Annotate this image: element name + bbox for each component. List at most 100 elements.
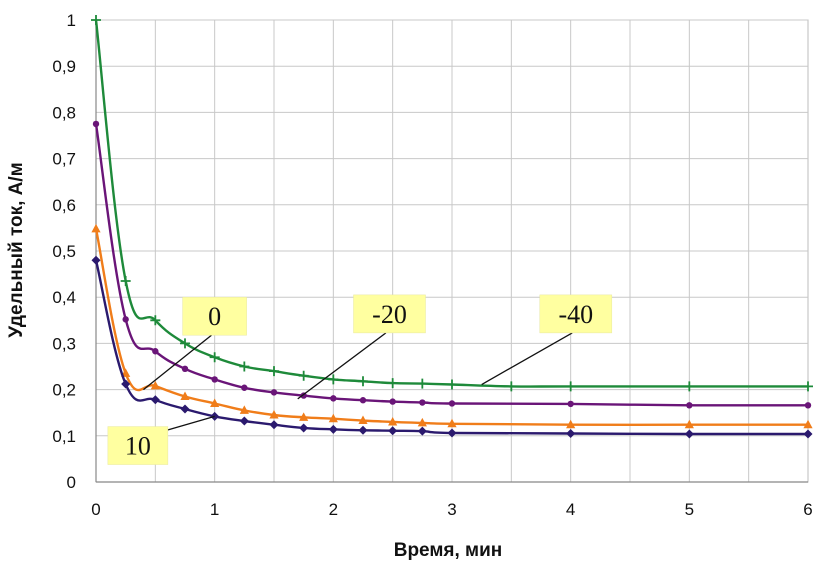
data-point (419, 399, 426, 406)
label-text: -20 (372, 300, 407, 329)
y-tick-label: 0,7 (52, 150, 76, 169)
series-label-10: 10 (107, 415, 215, 465)
tick-labels: 0 1 2 3 4 5 6 0 0,1 0,2 0,3 0,4 0,5 0,6 0,7 0,8 0,9 1 (52, 11, 812, 519)
label-text: 10 (125, 432, 151, 461)
data-point (91, 223, 101, 233)
y-tick-label: 0,8 (52, 103, 76, 122)
data-point (239, 416, 249, 426)
series-labels: 0 -20 -40 10 (107, 294, 613, 465)
x-tick-label: 4 (566, 500, 575, 519)
y-tick-label: 0,4 (52, 288, 76, 307)
y-tick-label: 0,2 (52, 381, 76, 400)
data-point (359, 397, 367, 404)
data-point (803, 419, 813, 429)
label-box (539, 294, 613, 334)
data-point (417, 426, 427, 436)
data-point (211, 376, 218, 383)
y-tick-label: 0,9 (52, 57, 76, 76)
x-tick-label: 2 (329, 500, 338, 519)
label-leader-line (143, 334, 212, 391)
data-point (566, 428, 576, 438)
data-point (684, 419, 694, 429)
data-point (239, 361, 250, 372)
label-box (353, 294, 426, 334)
series-0 (91, 223, 813, 429)
data-point (328, 424, 338, 434)
data-point (803, 381, 813, 392)
data-point (91, 15, 101, 25)
data-point (447, 428, 457, 438)
label-leader-line (481, 332, 573, 386)
series--20 (92, 120, 812, 409)
data-point (387, 378, 398, 389)
data-point (122, 316, 129, 323)
data-point (388, 416, 398, 426)
data-point (181, 365, 189, 373)
data-point (150, 395, 160, 405)
y-axis-title: Удельный ток, А/м (6, 162, 27, 337)
data-point (152, 348, 159, 355)
x-tick-label: 0 (91, 500, 100, 519)
series-label--20: -20 (297, 294, 426, 400)
data-point (684, 381, 695, 392)
label-text: -40 (558, 300, 593, 329)
data-point (566, 419, 576, 429)
data-point (358, 415, 368, 425)
data-point (270, 389, 278, 396)
data-point (447, 418, 457, 428)
data-point (389, 398, 396, 405)
data-point (150, 380, 160, 390)
label-box (182, 296, 247, 336)
y-tick-label: 0 (67, 473, 76, 492)
data-point (269, 420, 279, 430)
data-point (388, 426, 398, 436)
data-point (91, 255, 101, 265)
data-point (358, 425, 368, 435)
label-text: 0 (208, 302, 221, 331)
x-tick-label: 6 (803, 500, 812, 519)
data-point (684, 429, 694, 439)
data-point (417, 378, 428, 389)
data-point (180, 404, 190, 414)
label-leader-line (297, 332, 387, 400)
data-point (567, 400, 574, 408)
data-point (92, 120, 100, 128)
y-tick-label: 0,6 (52, 196, 76, 215)
series-10 (91, 255, 813, 439)
y-tick-label: 0,1 (52, 427, 76, 446)
data-point (239, 405, 249, 414)
data-point (120, 276, 131, 287)
x-tick-label: 5 (685, 500, 694, 519)
data-point (448, 400, 456, 407)
x-tick-label: 3 (447, 500, 456, 519)
x-axis-title: Время, мин (394, 540, 503, 561)
data-point (447, 379, 457, 390)
data-point (121, 379, 131, 389)
data-point (269, 366, 279, 377)
data-point (330, 395, 337, 402)
label-leader-line (165, 415, 215, 432)
data-point (565, 381, 576, 392)
data-point (298, 370, 309, 381)
data-point (804, 402, 812, 409)
data-point (241, 384, 248, 391)
data-point (269, 410, 279, 419)
data-point (180, 338, 190, 349)
data-point (328, 374, 339, 385)
data-point (358, 376, 368, 387)
series-label--40: -40 (481, 294, 613, 386)
label-box (107, 426, 169, 465)
data-point (210, 398, 220, 407)
x-tick-label: 1 (210, 500, 219, 519)
y-tick-label: 0,3 (52, 334, 76, 353)
data-point (686, 402, 693, 409)
data-point (299, 412, 309, 421)
data-point (803, 429, 813, 439)
data-point (506, 381, 517, 392)
data-point (417, 417, 427, 427)
axes (95, 20, 808, 483)
data-point (150, 315, 161, 326)
data-point (180, 391, 190, 401)
data-point (328, 413, 338, 423)
